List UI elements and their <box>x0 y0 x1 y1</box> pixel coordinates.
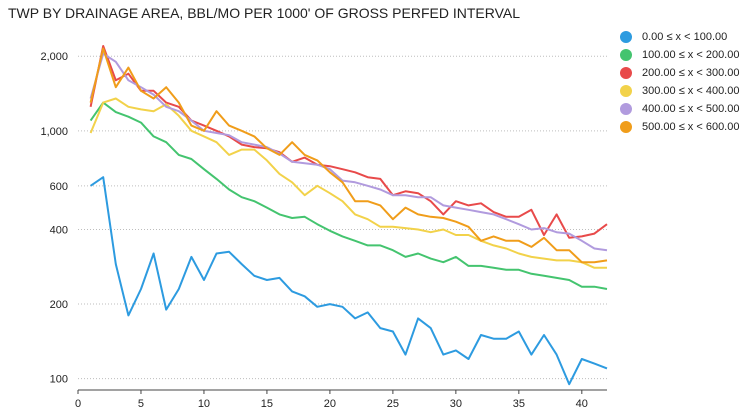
series-line-1 <box>90 176 608 386</box>
chart-title: TWP BY DRAINAGE AREA, BBL/MO PER 1000' O… <box>8 5 521 21</box>
legend-color-swatch <box>620 49 632 61</box>
x-tick-label: 35 <box>513 398 525 410</box>
y-tick-labels: 100 200 400 600 1,000 2,000 <box>40 51 68 385</box>
legend: 0.00 ≤ x < 100.00 100.00 ≤ x < 200.00 200.… <box>620 28 739 136</box>
x-tick-label: 30 <box>450 398 462 410</box>
legend-color-swatch <box>620 31 632 43</box>
y-tick-label: 600 <box>50 181 68 193</box>
series-line-3 <box>89 45 608 239</box>
y-tick-label: 1,000 <box>40 126 68 138</box>
legend-item-1[interactable]: 0.00 ≤ x < 100.00 <box>620 28 739 46</box>
x-tick-label: 10 <box>198 398 210 410</box>
y-tick-label: 2,000 <box>40 51 68 63</box>
x-tick-label: 5 <box>138 398 144 410</box>
series-line-5 <box>89 52 608 252</box>
x-tick-label: 15 <box>261 398 273 410</box>
legend-item-2[interactable]: 100.00 ≤ x < 200.00 <box>620 46 739 64</box>
x-tick-labels: 0 5 10 15 20 25 30 35 40 <box>75 398 588 410</box>
series-line-6 <box>89 47 608 264</box>
legend-color-swatch <box>620 103 632 115</box>
legend-item-6[interactable]: 500.00 ≤ x < 600.00 <box>620 118 739 136</box>
legend-item-4[interactable]: 300.00 ≤ x < 400.00 <box>620 82 739 100</box>
gridlines <box>78 55 607 380</box>
legend-item-3[interactable]: 200.00 ≤ x < 300.00 <box>620 64 739 82</box>
legend-color-swatch <box>620 67 632 79</box>
series-lines <box>89 45 608 386</box>
y-tick-label: 100 <box>50 374 68 386</box>
legend-color-swatch <box>620 85 632 97</box>
legend-label: 100.00 ≤ x < 200.00 <box>642 49 740 61</box>
axes <box>77 389 607 394</box>
series-line-2 <box>89 101 608 290</box>
legend-label: 500.00 ≤ x < 600.00 <box>642 121 740 133</box>
legend-color-swatch <box>620 121 632 133</box>
y-tick-label: 200 <box>50 299 68 311</box>
legend-label: 200.00 ≤ x < 300.00 <box>642 67 740 79</box>
legend-label: 400.00 ≤ x < 500.00 <box>642 103 740 115</box>
legend-label: 0.00 ≤ x < 100.00 <box>642 31 728 43</box>
x-tick-label: 40 <box>576 398 588 410</box>
x-tick-label: 25 <box>387 398 399 410</box>
series-line-4 <box>89 97 607 269</box>
x-tick-label: 20 <box>324 398 336 410</box>
legend-item-5[interactable]: 400.00 ≤ x < 500.00 <box>620 100 739 118</box>
legend-label: 300.00 ≤ x < 400.00 <box>642 85 740 97</box>
x-tick-label: 0 <box>75 398 81 410</box>
y-tick-label: 400 <box>50 224 68 236</box>
